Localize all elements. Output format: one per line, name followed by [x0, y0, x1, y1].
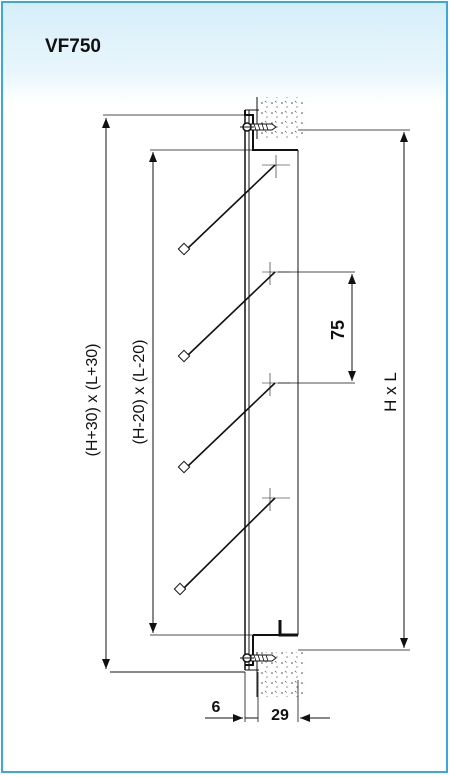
screw-top: [240, 122, 277, 132]
grille-frame: [110, 109, 299, 673]
louver-blade: [177, 373, 290, 474]
outer-dimension-label: (H+30) x (L+30): [84, 344, 101, 457]
louver-blade: [177, 155, 290, 256]
pitch-dimension-label: 75: [328, 320, 348, 340]
extension-lines: [103, 114, 410, 722]
inner-dimension-label: (H-20) x (L-20): [131, 340, 148, 445]
diagram-title: VF750: [45, 36, 101, 57]
louver-blade: [177, 262, 290, 363]
screw-bottom: [240, 653, 277, 663]
flange-dimension-label: 6: [212, 699, 221, 716]
header-band: [3, 3, 446, 103]
nominal-dimension-label: H x L: [381, 372, 400, 412]
wall-top: [257, 97, 305, 139]
louver-blade: [173, 488, 290, 596]
depth-dimension-label: 29: [271, 707, 289, 724]
